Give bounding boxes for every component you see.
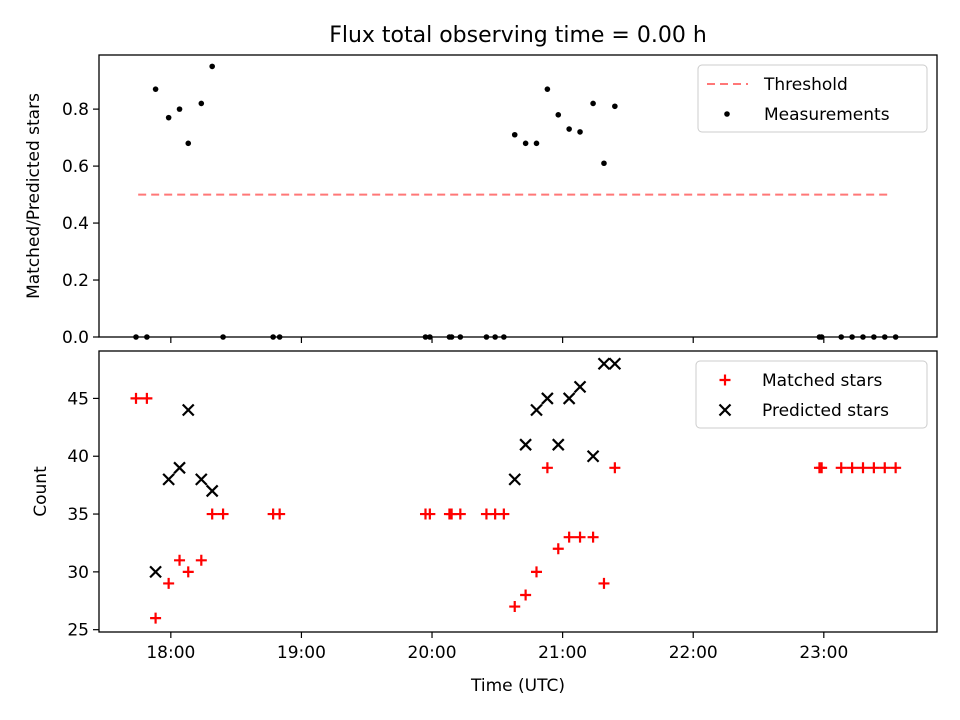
legend-box <box>697 64 928 133</box>
y-tick-label: 0.2 <box>62 271 89 291</box>
matched-star-point <box>454 508 466 520</box>
y-axis-label: Matched/Predicted stars <box>24 93 44 299</box>
matched-star-point <box>150 612 162 624</box>
y-tick-label: 40 <box>67 447 89 467</box>
measurement-point <box>533 140 540 147</box>
matched-star-point <box>206 508 218 520</box>
x-tick-label: 20:00 <box>408 643 457 663</box>
matched-star-point <box>141 392 153 404</box>
matched-star-point <box>541 462 553 474</box>
matched-star-point <box>520 589 532 601</box>
legend: Matched stars Predicted stars <box>695 360 928 429</box>
y-tick-label: 30 <box>67 563 89 583</box>
matched-star-point <box>424 508 436 520</box>
predicted-star-point <box>508 473 522 486</box>
matched-star-point <box>574 531 586 543</box>
predicted-star-point <box>551 438 565 451</box>
x-tick-label: 23:00 <box>799 643 848 663</box>
y-tick-label: 25 <box>67 621 89 641</box>
x-axis-label: Time (UTC) <box>470 676 565 696</box>
ratio-panel: 0.0 0.2 0.4 0.6 0.8 Matched/Predicted stars Th… <box>24 54 938 348</box>
measurement-point <box>152 86 159 92</box>
matched-star-point <box>182 566 194 578</box>
matched-star-point <box>890 462 902 474</box>
measurement-point <box>198 100 205 107</box>
matched-star-point <box>174 554 186 566</box>
predicted-star-point <box>195 473 208 486</box>
y-tick-label: 35 <box>67 505 89 525</box>
y-tick-label: 0.8 <box>62 100 89 120</box>
measurement-point <box>612 103 618 110</box>
predicted-star-point <box>586 449 600 463</box>
matched-star-point <box>274 508 286 520</box>
matched-star-point <box>130 392 142 404</box>
measurement-point <box>165 114 172 121</box>
measurement-point <box>209 63 215 70</box>
predicted-star-point <box>608 357 622 370</box>
matched-star-point <box>195 554 207 566</box>
x-tick-label: 22:00 <box>669 643 718 663</box>
matched-star-point <box>498 508 510 520</box>
matched-star-point <box>835 462 847 474</box>
y-tick-label: 0.0 <box>62 328 89 348</box>
plot-frame <box>98 54 938 338</box>
matched-star-point <box>868 462 880 474</box>
y-tick-label: 0.6 <box>62 157 89 177</box>
predicted-star-point <box>573 380 587 394</box>
measurement-point <box>577 129 583 135</box>
x-tick-label: 19:00 <box>277 643 326 663</box>
predicted-star-point <box>181 403 195 417</box>
matched-star-point <box>563 531 575 543</box>
plot-frame <box>98 350 938 633</box>
legend-label: Predicted stars <box>762 401 889 421</box>
measurement-point <box>601 160 607 167</box>
matched-star-point <box>509 601 521 613</box>
matched-star-point <box>609 462 621 474</box>
measurement-point <box>176 106 183 112</box>
matched-star-point <box>163 577 175 589</box>
matched-star-point <box>846 462 858 474</box>
matched-star-point <box>816 462 828 474</box>
predicted-star-point <box>149 565 162 579</box>
y-axis-label: Count <box>31 466 51 517</box>
x-tick-label: 21:00 <box>538 643 587 663</box>
matched-star-point <box>531 566 543 578</box>
legend-matched-swatch <box>719 374 731 386</box>
matched-star-point <box>217 508 229 520</box>
legend-label: Measurements <box>764 105 890 125</box>
matched-star-point <box>879 462 891 474</box>
matched-star-point <box>857 462 869 474</box>
figure-title: Flux total observing time = 0.00 h <box>329 23 707 48</box>
predicted-star-point <box>162 473 175 486</box>
matched-star-point <box>598 577 610 589</box>
x-tick-label: 18:00 <box>146 643 195 663</box>
count-panel: 25 30 35 40 45 18:00 19:00 20:00 21:00 22:00 23:00… <box>31 350 938 696</box>
predicted-star-point <box>173 461 186 475</box>
measurement-point <box>185 140 192 147</box>
measurement-point <box>566 126 572 132</box>
legend: Threshold Measurements <box>697 64 928 133</box>
predicted-star-point <box>597 357 611 370</box>
y-tick-label: 0.4 <box>62 214 89 234</box>
matched-star-point <box>552 543 564 555</box>
measurement-point <box>555 112 562 118</box>
measurement-point <box>511 131 518 138</box>
predicted-star-point <box>205 484 219 498</box>
measurement-point <box>590 100 596 107</box>
measurement-point <box>544 86 551 92</box>
predicted-star-point <box>562 392 576 405</box>
predicted-star-point <box>541 392 554 405</box>
legend-label: Matched stars <box>762 371 882 391</box>
legend-predicted-swatch <box>718 403 732 417</box>
legend-box <box>695 360 928 429</box>
legend-label: Threshold <box>763 75 848 95</box>
predicted-star-point <box>530 403 543 417</box>
predicted-star-point <box>519 438 532 451</box>
measurement-point <box>522 140 529 147</box>
y-tick-label: 45 <box>67 389 89 409</box>
matched-star-point <box>587 531 599 543</box>
legend-measurement-swatch <box>724 111 730 117</box>
